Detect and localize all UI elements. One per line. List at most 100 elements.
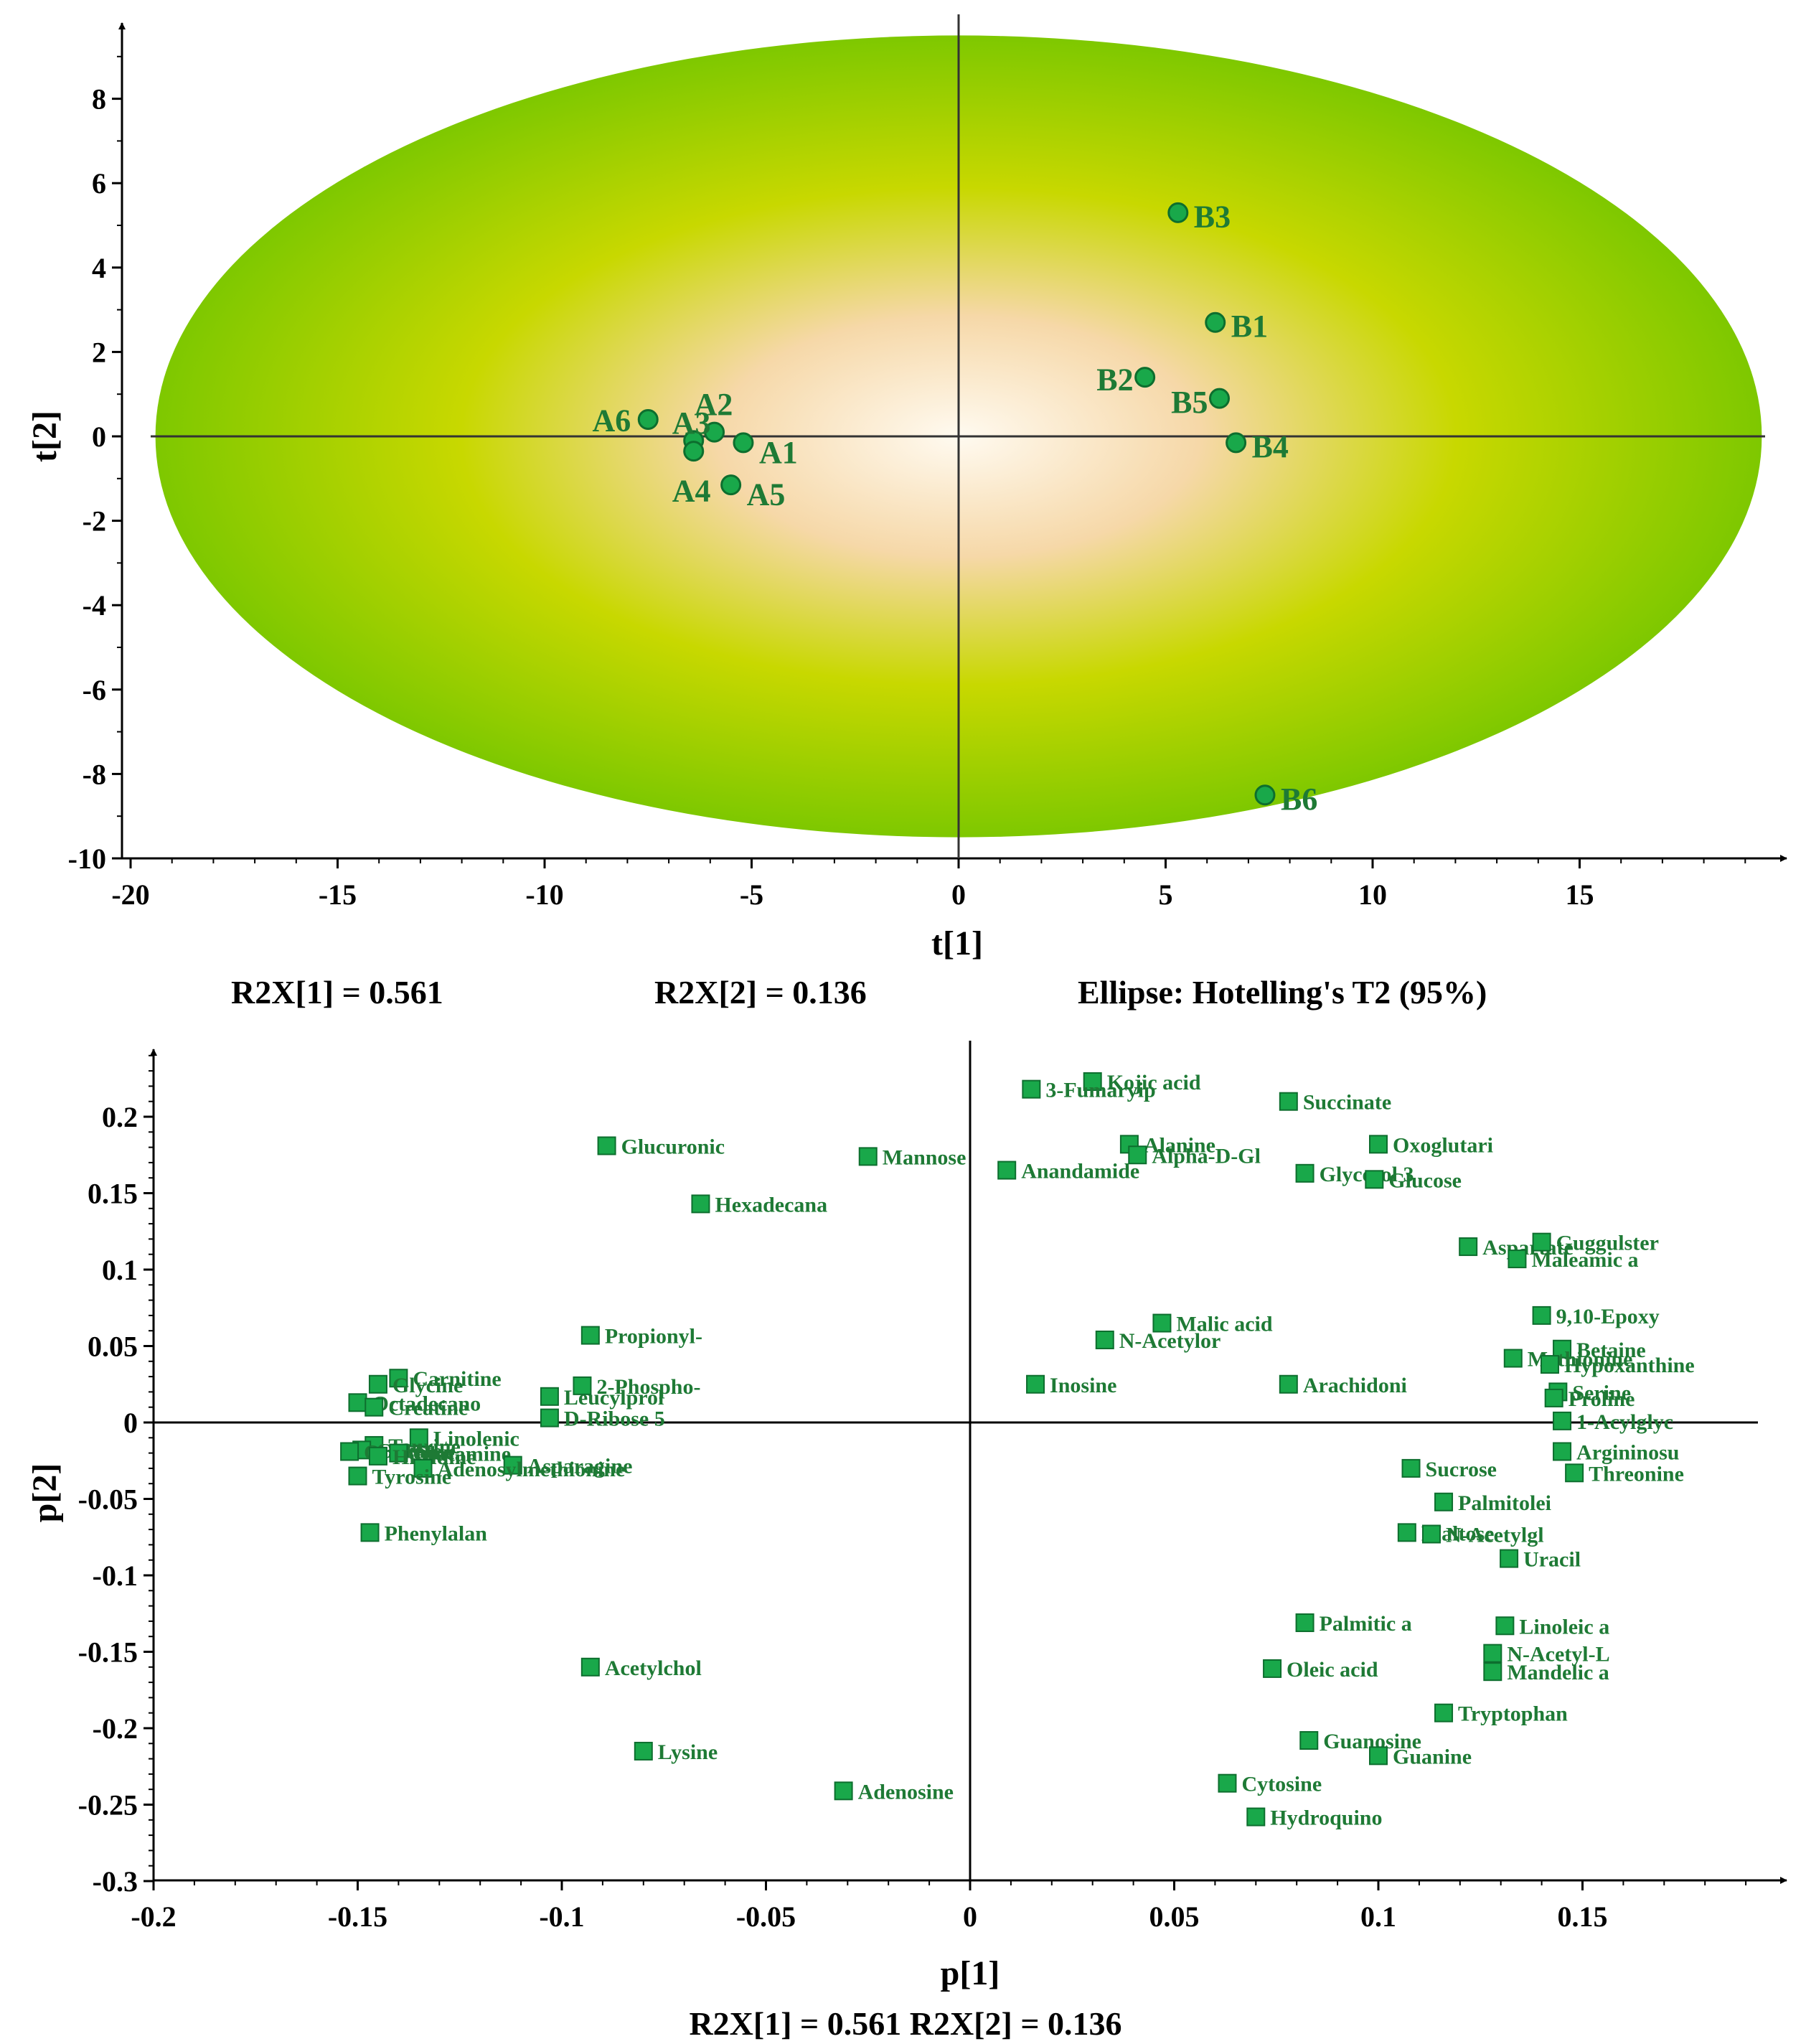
loading-point-adenosylmethionine xyxy=(413,1458,433,1478)
loading-point-glucose xyxy=(1365,1170,1384,1189)
score-label-a5: A5 xyxy=(747,477,786,512)
loading-point-mandelic-a xyxy=(1483,1662,1502,1682)
score-point-b4 xyxy=(1226,432,1247,454)
loading-label-1-acylglyc: 1-Acylglyc xyxy=(1576,1410,1673,1434)
score-x-axis-title: t[1] xyxy=(931,924,983,962)
loading-y-tick-label: -0.15 xyxy=(78,1636,138,1669)
loading-label-lysine: Lysine xyxy=(658,1740,718,1764)
loading-label-betaine: Betaine xyxy=(1576,1339,1646,1362)
loading-point-9-10-epoxy xyxy=(1532,1305,1551,1325)
loading-point-oxoglutari xyxy=(1369,1135,1388,1154)
score-label-a3: A3 xyxy=(672,405,711,441)
loading-label-glucose: Glucose xyxy=(1388,1168,1462,1192)
loading-point-guanosine xyxy=(1299,1731,1319,1750)
score-point-a4 xyxy=(683,441,705,462)
loading-y-tick-label: -0.2 xyxy=(93,1712,138,1745)
loading-label-carnitine: Carnitine xyxy=(413,1367,501,1391)
loading-point-adenosine xyxy=(834,1781,853,1801)
loading-point-carnitine xyxy=(389,1369,408,1388)
loading-label-maleamic-a: Maleamic a xyxy=(1531,1248,1638,1272)
loading-point-asparagine xyxy=(503,1455,522,1475)
loading-plot: -0.2 -0.15 -0.1 -0.05 0 0.05 0.1 0.15 0.2 0.15 0.1… xyxy=(26,1041,1787,2042)
loading-label-adenosine: Adenosine xyxy=(858,1780,954,1804)
score-point-b5 xyxy=(1209,388,1231,409)
loading-point-linolenic xyxy=(409,1428,428,1448)
loading-label-3-fumaryip: 3-Fumaryip xyxy=(1045,1079,1155,1102)
loading-label-histidine: Histidine xyxy=(392,1445,476,1469)
loading-y-tick-label: 0.2 xyxy=(102,1101,138,1133)
loading-y-tick-label: -0.05 xyxy=(78,1483,138,1516)
loading-x-tick-label: 0.1 xyxy=(1360,1900,1396,1933)
loading-point-betaine xyxy=(1553,1339,1572,1359)
loading-x-tick-label: 0 xyxy=(963,1900,977,1933)
loading-point-glutamine xyxy=(389,1443,408,1463)
loading-point-sucrose xyxy=(1401,1458,1421,1478)
loading-x-axis-title: p[1] xyxy=(941,1954,1000,1992)
loading-label-argininosu: Argininosu xyxy=(1576,1440,1679,1464)
score-x-tick-label: -15 xyxy=(319,878,357,911)
loading-label-acetylchol: Acetylchol xyxy=(605,1656,702,1680)
score-label-b5: B5 xyxy=(1171,385,1208,420)
score-label-a6: A6 xyxy=(592,403,631,438)
loading-label-mandelic-a: Mandelic a xyxy=(1507,1661,1609,1684)
loading-label-cytosine: Cytosine xyxy=(1241,1773,1322,1796)
loading-point-kojic-acid xyxy=(1083,1072,1102,1092)
loading-label-threonine: Threonine xyxy=(1589,1462,1684,1486)
loading-label-sucrose: Sucrose xyxy=(1426,1458,1497,1481)
loading-label-creatine: Creatine xyxy=(388,1397,468,1420)
loading-label-oleic-acid: Oleic acid xyxy=(1287,1658,1378,1682)
loading-label-anandamide: Anandamide xyxy=(1021,1160,1139,1183)
score-point-a2 xyxy=(704,421,725,443)
loading-label-inosine: Inosine xyxy=(1050,1374,1116,1397)
loading-point-cytosine xyxy=(1218,1773,1237,1793)
loading-point-alpha-d-gl xyxy=(1128,1145,1147,1165)
loading-label-asparagine: Asparagine xyxy=(527,1455,633,1478)
loading-label-serine: Serine xyxy=(1572,1381,1631,1405)
score-point-a5 xyxy=(720,474,742,496)
loading-point-lysine xyxy=(634,1741,653,1761)
score-y-tick-label: -4 xyxy=(83,589,106,622)
score-x-tick-label: -5 xyxy=(740,878,763,911)
score-plot: -20 -15 -10 -5 0 5 10 15 8 6 4 2 0 -2 -4 -6 -8 -10 A1 A2A3… xyxy=(26,14,1787,1011)
score-x-tick-label: 0 xyxy=(951,878,966,911)
loading-label-9-10-epoxy: 9,10-Epoxy xyxy=(1556,1305,1660,1328)
score-y-tick-label: -6 xyxy=(83,674,106,706)
loading-label-phenylalan: Phenylalan xyxy=(385,1522,488,1545)
loading-label-linolenic: Linolenic xyxy=(433,1427,519,1450)
score-y-tick-label: 6 xyxy=(92,167,106,200)
score-label-a1: A1 xyxy=(759,435,798,470)
loading-point-oleic-acid xyxy=(1263,1659,1282,1678)
score-footer-r2x2: R2X[2] = 0.136 xyxy=(654,974,867,1011)
score-label-b3: B3 xyxy=(1194,199,1231,234)
loading-point-acetylchol xyxy=(580,1657,600,1677)
loading-point-argininosu xyxy=(1553,1442,1572,1461)
loading-point-hydroquino xyxy=(1246,1807,1266,1827)
loading-label-leucylprol: Leucylprol xyxy=(564,1386,664,1410)
score-footer-r2x1: R2X[1] = 0.561 xyxy=(231,974,443,1011)
loading-x-tick-label: -0.15 xyxy=(328,1900,387,1933)
score-y-axis-title: t[2] xyxy=(26,411,64,462)
loading-label-tyrosine: Tyrosine xyxy=(372,1466,452,1489)
score-point-b3 xyxy=(1167,202,1189,223)
loading-x-tick-label: 0.15 xyxy=(1558,1900,1608,1933)
score-label-a4: A4 xyxy=(672,474,711,509)
loading-y-tick-label: -0.25 xyxy=(78,1789,138,1822)
loading-point-histidine xyxy=(368,1446,387,1466)
loading-point-palmitic-a xyxy=(1295,1613,1314,1633)
loading-point-linoleic-a xyxy=(1495,1616,1515,1636)
loading-label-glucuronic: Glucuronic xyxy=(621,1135,725,1158)
loading-label-hexadecana: Hexadecana xyxy=(715,1193,827,1216)
loading-point-uracil xyxy=(1500,1549,1519,1568)
score-y-tick-label: 0 xyxy=(92,421,106,453)
loading-point-malic-acid xyxy=(1152,1313,1172,1333)
score-label-b4: B4 xyxy=(1252,429,1289,464)
loading-label-adenosylmethionine: Adenosylmethionine xyxy=(438,1458,626,1481)
loading-y-tick-label: 0.15 xyxy=(88,1178,138,1210)
loading-point-threonine xyxy=(1565,1463,1584,1483)
loading-point-n-acetylgl xyxy=(1421,1524,1441,1544)
loading-point-n-acetylor xyxy=(1095,1330,1114,1349)
loading-label-n-acetylgl: N-Acetylgl xyxy=(1446,1523,1544,1547)
score-y-tick-label: -2 xyxy=(83,505,106,538)
